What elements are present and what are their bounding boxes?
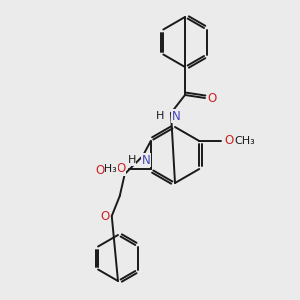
Text: N: N (142, 154, 151, 166)
Text: O: O (225, 134, 234, 148)
Text: O: O (116, 163, 125, 176)
Text: CH₃: CH₃ (235, 136, 256, 146)
Text: O: O (95, 164, 104, 176)
Text: CH₃: CH₃ (96, 164, 117, 174)
Text: N: N (172, 110, 181, 122)
Text: O: O (207, 92, 217, 104)
Text: O: O (100, 209, 110, 223)
Text: H: H (156, 111, 164, 121)
Text: H: H (128, 155, 136, 165)
